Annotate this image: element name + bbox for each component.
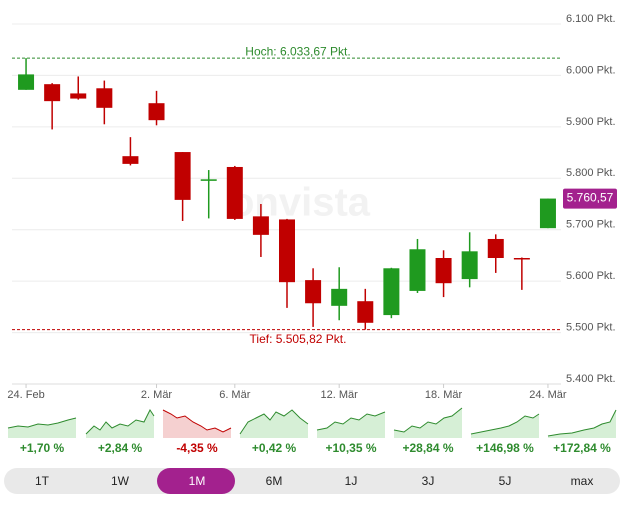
last-price-label: 5.760,57 xyxy=(567,191,614,205)
sparkline-area xyxy=(548,410,616,438)
period-change: +10,35 % xyxy=(325,441,376,455)
tab-label[interactable]: 1T xyxy=(35,474,50,488)
period-change: +0,42 % xyxy=(252,441,297,455)
sparkline xyxy=(470,413,540,438)
candle-body xyxy=(357,301,374,323)
sparkline xyxy=(393,407,463,438)
low-line-label: Tief: 5.505,82 Pkt. xyxy=(250,332,347,346)
sparkline-line xyxy=(470,413,540,435)
sparkline xyxy=(239,409,309,438)
candle-body xyxy=(252,216,269,235)
candle-body xyxy=(409,249,426,291)
x-tick-label: 2. Mär xyxy=(141,389,173,401)
candle-body xyxy=(174,152,191,200)
candle-body xyxy=(226,166,243,219)
candle-body xyxy=(383,268,400,316)
y-tick-label: 5.800 Pkt. xyxy=(566,167,616,179)
tab-label[interactable]: 6M xyxy=(266,474,283,488)
y-tick-label: 5.900 Pkt. xyxy=(566,116,616,128)
period-change: +172,84 % xyxy=(553,441,611,455)
candle-body xyxy=(18,74,35,90)
watermark: onvista xyxy=(230,181,371,225)
x-tick-label: 24. Mär xyxy=(529,389,567,401)
candle-body xyxy=(200,179,217,181)
candle-body xyxy=(539,198,556,229)
sparkline-line xyxy=(239,409,309,435)
sparkline-area xyxy=(317,412,385,438)
candle-body xyxy=(513,258,530,260)
candle-body xyxy=(148,103,165,121)
x-tick-label: 6. Mär xyxy=(219,389,251,401)
candle-body xyxy=(122,156,139,164)
candle-body xyxy=(331,288,348,306)
last-price-box xyxy=(563,188,617,209)
sparkline-line xyxy=(7,417,77,429)
sparkline-line xyxy=(316,411,386,431)
period-change: -4,35 % xyxy=(176,441,218,455)
sparkline-line xyxy=(547,409,617,437)
tab-bar xyxy=(4,468,620,494)
y-tick-label: 5.700 Pkt. xyxy=(566,219,616,231)
tab-selected xyxy=(157,468,235,494)
sparkline xyxy=(85,409,155,438)
tab-label[interactable]: 5J xyxy=(499,474,512,488)
tab-label[interactable]: 1M xyxy=(189,474,206,488)
sparkline xyxy=(7,417,77,438)
period-change: +2,84 % xyxy=(98,441,143,455)
tab-label[interactable]: 1J xyxy=(345,474,358,488)
x-tick-label: 24. Feb xyxy=(7,389,44,401)
sparkline-area xyxy=(471,414,539,438)
candle-body xyxy=(44,84,61,102)
period-change: +1,70 % xyxy=(20,441,65,455)
high-line-label: Hoch: 6.033,67 Pkt. xyxy=(245,44,350,58)
sparkline-area xyxy=(394,408,462,438)
x-tick-label: 18. Mär xyxy=(425,389,463,401)
y-tick-label: 5.400 Pkt. xyxy=(566,373,616,385)
sparkline-line xyxy=(393,407,463,433)
y-tick-label: 6.100 Pkt. xyxy=(566,13,616,25)
sparkline-line xyxy=(85,409,155,435)
x-tick-label: 12. Mär xyxy=(321,389,359,401)
sparkline-line xyxy=(162,409,232,433)
period-change: +146,98 % xyxy=(476,441,534,455)
y-tick-label: 6.000 Pkt. xyxy=(566,64,616,76)
candle-body xyxy=(305,280,322,304)
candle-body xyxy=(435,258,452,284)
tab-label[interactable]: 1W xyxy=(111,474,130,488)
sparkline xyxy=(316,411,386,438)
tab-label[interactable]: 3J xyxy=(422,474,435,488)
sparkline xyxy=(547,409,617,438)
candle-body xyxy=(279,219,295,283)
sparkline-area xyxy=(240,410,308,438)
y-tick-label: 5.500 Pkt. xyxy=(566,321,616,333)
tab-label[interactable]: max xyxy=(571,474,594,488)
y-tick-label: 5.600 Pkt. xyxy=(566,270,616,282)
candle-body xyxy=(487,238,504,258)
period-change: +28,84 % xyxy=(402,441,453,455)
candle-body xyxy=(461,251,478,280)
candle-body xyxy=(96,88,113,108)
candle-body xyxy=(70,93,87,99)
sparkline xyxy=(162,409,232,438)
